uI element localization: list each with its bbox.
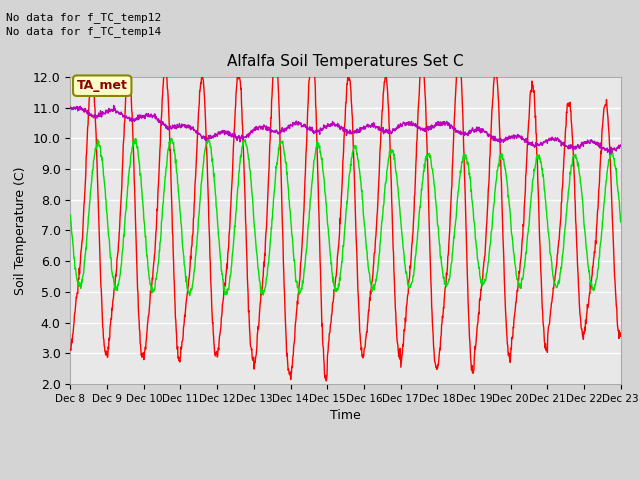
Text: No data for f_TC_temp12: No data for f_TC_temp12: [6, 12, 162, 23]
Y-axis label: Soil Temperature (C): Soil Temperature (C): [14, 166, 28, 295]
Text: TA_met: TA_met: [77, 79, 127, 92]
X-axis label: Time: Time: [330, 409, 361, 422]
Title: Alfalfa Soil Temperatures Set C: Alfalfa Soil Temperatures Set C: [227, 54, 464, 69]
Text: No data for f_TC_temp14: No data for f_TC_temp14: [6, 26, 162, 37]
